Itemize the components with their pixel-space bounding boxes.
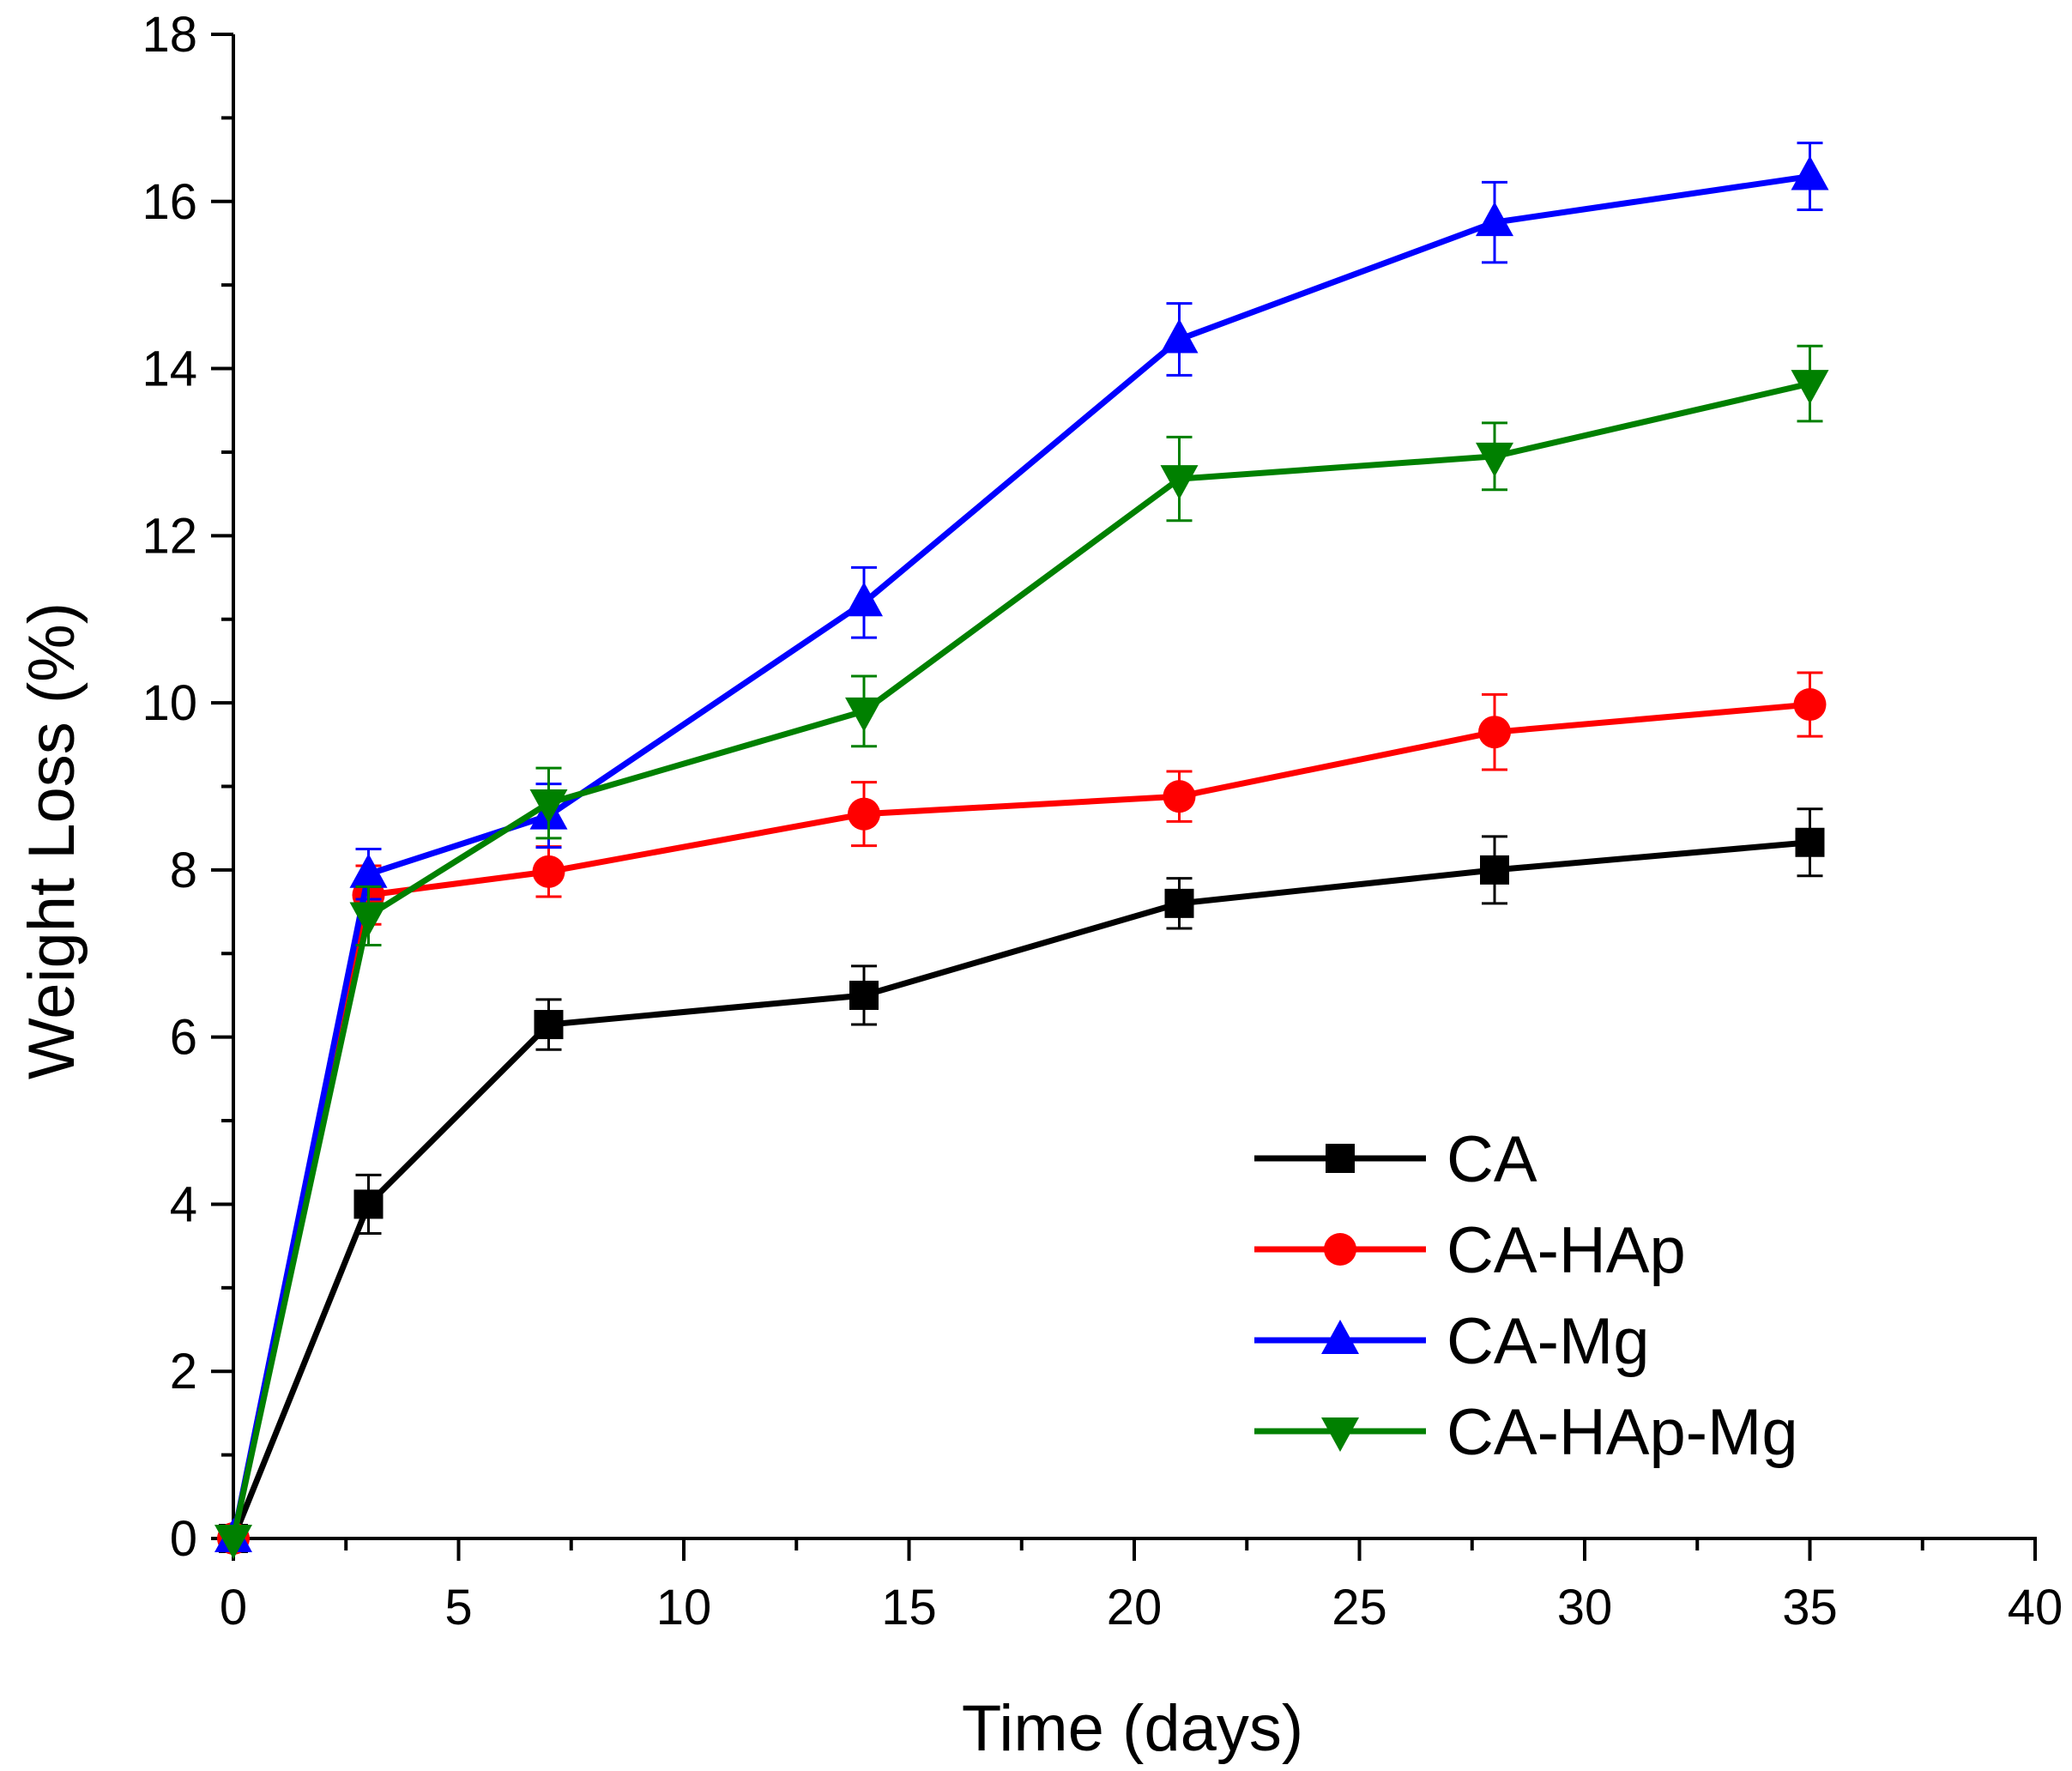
x-tick-label: 30 <box>1557 1580 1613 1635</box>
legend-entry-ca: CA <box>1254 1123 1537 1196</box>
data-point-ca-mg <box>349 853 388 888</box>
series-ca-hap-mg <box>214 344 1829 1559</box>
y-tick-label: 0 <box>170 1511 197 1567</box>
data-point-ca-hap-mg <box>529 789 568 824</box>
data-point-ca-mg <box>845 582 883 617</box>
series-layer <box>214 142 1829 1559</box>
y-tick-label: 14 <box>142 342 197 397</box>
series-ca-mg <box>214 142 1829 1552</box>
data-point-ca-hap-mg <box>1791 370 1829 405</box>
data-point-ca <box>1164 888 1194 918</box>
data-point-ca <box>353 1189 384 1219</box>
data-point-ca-mg <box>1476 202 1513 237</box>
data-point-ca-hap <box>848 797 880 831</box>
x-axis-title: Time (days) <box>962 1692 1303 1765</box>
data-point-ca <box>849 980 879 1010</box>
series-ca <box>219 807 1825 1553</box>
legend-label: CA-HAp-Mg <box>1447 1396 1798 1469</box>
data-point-ca-hap <box>1163 780 1196 813</box>
y-tick-label: 12 <box>142 508 197 564</box>
y-tick-label: 2 <box>170 1344 197 1399</box>
y-tick-label: 6 <box>170 1010 197 1066</box>
data-point-ca-hap <box>532 855 565 888</box>
data-point-ca-hap-mg <box>349 902 388 937</box>
y-tick-label: 18 <box>142 7 197 63</box>
legend-entry-ca-hap-mg: CA-HAp-Mg <box>1254 1396 1798 1469</box>
x-tick-label: 10 <box>656 1580 712 1635</box>
data-point-ca-hap-mg <box>845 697 883 732</box>
x-tick-label: 35 <box>1782 1580 1838 1635</box>
legend-marker <box>1324 1233 1356 1266</box>
data-point-ca-hap-mg <box>214 1525 252 1559</box>
legend: CA CA-HAp CA-Mg CA-HAp-Mg <box>1254 1123 1798 1469</box>
axes: 0 5 10 15 20 25 30 35 40 0 2 4 6 8 10 12 14 16 18 <box>142 7 2063 1635</box>
y-axis-title: Weight Loss (%) <box>15 602 88 1079</box>
legend-label: CA <box>1447 1123 1537 1196</box>
data-point-ca <box>534 1010 564 1040</box>
legend-entry-ca-hap: CA-HAp <box>1254 1214 1686 1287</box>
data-point-ca-hap-mg <box>1160 465 1199 500</box>
x-tick-label: 5 <box>444 1580 472 1635</box>
data-point-ca <box>1795 827 1825 857</box>
legend-entry-ca-mg: CA-Mg <box>1254 1305 1649 1378</box>
legend-marker <box>1326 1144 1355 1173</box>
y-tick-label: 16 <box>142 174 197 230</box>
x-tick-label: 20 <box>1107 1580 1163 1635</box>
data-point-ca-hap <box>1793 688 1827 722</box>
y-tick-label: 8 <box>170 843 197 898</box>
x-tick-label: 0 <box>220 1580 247 1635</box>
legend-label: CA-Mg <box>1447 1305 1649 1378</box>
y-tick-label: 10 <box>142 675 197 731</box>
x-tick-label: 40 <box>2008 1580 2063 1635</box>
data-point-ca-hap <box>1478 716 1511 749</box>
data-point-ca-hap-mg <box>1476 442 1513 477</box>
data-point-ca <box>1480 855 1509 885</box>
legend-label: CA-HAp <box>1447 1214 1686 1287</box>
data-point-ca-mg <box>1791 155 1829 190</box>
x-tick-label: 15 <box>881 1580 937 1635</box>
data-point-ca-mg <box>1160 318 1199 354</box>
y-tick-label: 4 <box>170 1176 197 1232</box>
legend-marker <box>1321 1417 1359 1452</box>
legend-marker <box>1321 1320 1359 1354</box>
x-tick-label: 25 <box>1332 1580 1387 1635</box>
